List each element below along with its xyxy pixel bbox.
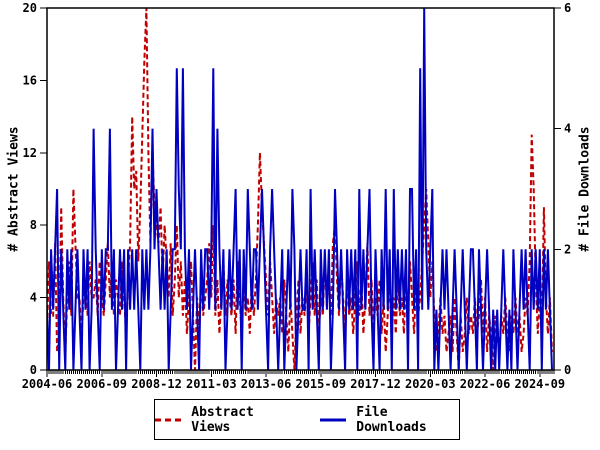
svg-text:2015-09: 2015-09 [295, 377, 346, 391]
svg-text:2008-12: 2008-12 [131, 377, 182, 391]
y-axis-label-right: # File Downloads [577, 126, 593, 252]
solid-line-sample-icon [320, 418, 347, 421]
svg-text:2: 2 [564, 242, 571, 256]
svg-text:4: 4 [564, 122, 571, 136]
svg-text:2013-06: 2013-06 [241, 377, 292, 391]
legend: Abstract Views File Downloads [154, 399, 460, 440]
svg-text:0: 0 [564, 363, 571, 377]
svg-text:20: 20 [23, 1, 37, 15]
svg-text:4: 4 [30, 291, 37, 305]
svg-text:2006-09: 2006-09 [76, 377, 127, 391]
legend-item-file-downloads: File Downloads [320, 405, 459, 435]
y-axis-label-left: # Abstract Views [6, 126, 22, 252]
svg-text:16: 16 [23, 73, 37, 87]
legend-item-abstract-views: Abstract Views [155, 405, 294, 435]
svg-text:0: 0 [30, 363, 37, 377]
svg-text:2011-03: 2011-03 [186, 377, 237, 391]
svg-text:12: 12 [23, 146, 37, 160]
legend-label-abstract-views: Abstract Views [191, 404, 254, 435]
svg-text:8: 8 [30, 218, 37, 232]
svg-text:2017-12: 2017-12 [350, 377, 401, 391]
svg-text:2024-09: 2024-09 [515, 377, 566, 391]
legend-label-file-downloads: File Downloads [356, 404, 427, 435]
svg-text:2020-03: 2020-03 [405, 377, 456, 391]
svg-text:2004-06: 2004-06 [22, 377, 73, 391]
svg-text:2022-06: 2022-06 [460, 377, 511, 391]
svg-text:6: 6 [564, 1, 571, 15]
dashed-line-sample-icon [155, 418, 182, 421]
